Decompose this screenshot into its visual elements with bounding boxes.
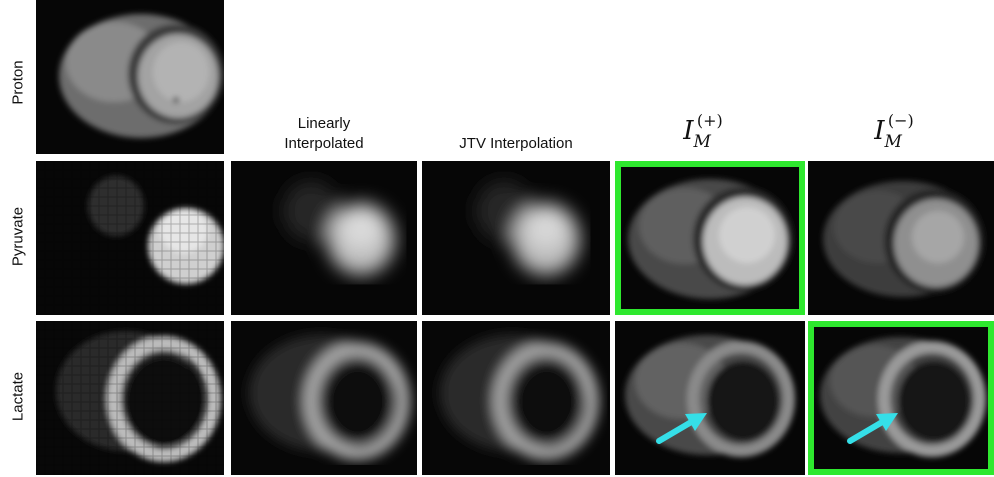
math-sup: (−) bbox=[887, 111, 914, 130]
lactate-linear-image-svg bbox=[231, 321, 417, 475]
pyruvate-linear-image-svg bbox=[231, 161, 417, 315]
lactate-i-m-minus-image-svg bbox=[808, 321, 994, 475]
row-label-lactate: Lactate bbox=[9, 371, 27, 422]
proton-image-svg bbox=[36, 0, 224, 154]
math-sub: M bbox=[884, 132, 902, 152]
pyruvate-jtv-image-svg bbox=[422, 161, 610, 315]
math-sup: (+) bbox=[696, 111, 723, 130]
row-label-proton: Proton bbox=[9, 60, 27, 105]
column-label-line-2: Interpolated bbox=[284, 135, 364, 152]
lactate-i-m-plus-image bbox=[615, 321, 805, 475]
math-sub: M bbox=[693, 132, 711, 152]
pyruvate-i-m-plus-image bbox=[615, 161, 805, 315]
row-label-pyruvate: Pyruvate bbox=[9, 206, 27, 267]
lactate-i-m-minus-image bbox=[808, 321, 994, 475]
lactate-linear-image bbox=[231, 321, 417, 475]
lactate-raw-image bbox=[36, 321, 224, 475]
pyruvate-jtv-image bbox=[422, 161, 610, 315]
pyruvate-i-m-minus-image bbox=[808, 161, 994, 315]
pyruvate-i-m-plus-image-svg bbox=[615, 161, 805, 315]
math-base: I bbox=[683, 116, 694, 146]
lactate-i-m-plus-image-svg bbox=[615, 321, 805, 475]
lactate-i-m-minus-arrow-icon bbox=[847, 413, 898, 444]
column-label-linearly-interpolated: Linearly Interpolated bbox=[231, 114, 417, 154]
math-base: I bbox=[874, 116, 885, 146]
lactate-i-m-plus-arrow-icon bbox=[656, 413, 707, 444]
pyruvate-raw-image bbox=[36, 161, 224, 315]
column-label-i-m-minus: IM (−) bbox=[808, 111, 994, 152]
lactate-jtv-image-svg bbox=[422, 321, 610, 475]
lactate-raw-image-svg bbox=[36, 321, 224, 475]
column-label-jtv-interpolation: JTV Interpolation bbox=[459, 135, 573, 152]
column-label-i-m-plus: IM (+) bbox=[615, 111, 805, 152]
column-label-line-1: Linearly bbox=[297, 115, 351, 132]
pyruvate-i-m-minus-image-svg bbox=[808, 161, 994, 315]
lactate-jtv-image bbox=[422, 321, 610, 475]
pyruvate-raw-image-svg bbox=[36, 161, 224, 315]
proton-image bbox=[36, 0, 224, 154]
pyruvate-linear-image bbox=[231, 161, 417, 315]
